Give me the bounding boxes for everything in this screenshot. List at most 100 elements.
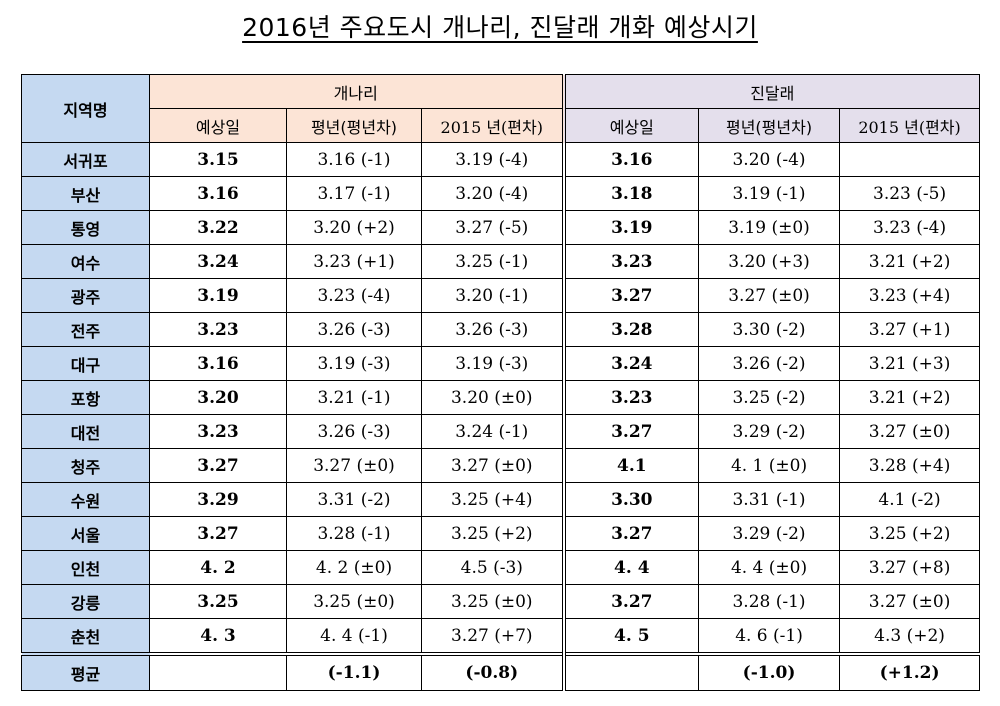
forsythia-normal-header: 평년(평년차) xyxy=(286,108,422,143)
forsythia-2015-cell: 3.24 (-1) xyxy=(420,414,565,449)
azalea-predicted-header: 예상일 xyxy=(561,108,700,143)
table-row: 광주 3.19 3.23 (-4) 3.20 (-1) 3.27 3.27 (±0) 3.2… xyxy=(21,278,981,313)
azalea-predicted-cell: 4. 5 xyxy=(561,618,700,655)
azalea-average-predicted xyxy=(561,652,700,691)
azalea-normal-cell: 4. 1 (±0) xyxy=(698,448,841,483)
forsythia-2015-cell: 3.20 (-4) xyxy=(420,176,565,211)
forsythia-normal-cell: 3.31 (-2) xyxy=(286,482,422,517)
page-title: 2016년 주요도시 개나리, 진달래 개화 예상시기 xyxy=(242,13,758,42)
forsythia-normal-cell: 3.27 (±0) xyxy=(286,448,422,483)
region-cell: 서울 xyxy=(21,516,150,551)
azalea-normal-cell: 3.20 (+3) xyxy=(698,244,841,279)
azalea-predicted-cell: 3.28 xyxy=(561,312,700,347)
forsythia-predicted-cell: 3.27 xyxy=(149,448,287,483)
azalea-header: 진달래 xyxy=(561,74,981,109)
azalea-predicted-cell: 3.30 xyxy=(561,482,700,517)
bloom-forecast-table: 지역명 개나리 진달래 예상일 평년(평년차) 2015 년(편차) 예상일 평… xyxy=(21,74,981,691)
forsythia-normal-cell: 3.26 (-3) xyxy=(286,312,422,347)
azalea-predicted-cell: 3.27 xyxy=(561,278,700,313)
forsythia-2015-header: 2015 년(편차) xyxy=(420,108,565,143)
forsythia-normal-cell: 3.17 (-1) xyxy=(286,176,422,211)
forsythia-predicted-cell: 3.16 xyxy=(149,176,287,211)
forsythia-predicted-cell: 3.19 xyxy=(149,278,287,313)
azalea-2015-cell: 3.23 (-5) xyxy=(839,176,981,211)
azalea-2015-cell: 3.27 (+8) xyxy=(839,550,981,585)
azalea-2015-cell: 3.27 (±0) xyxy=(839,414,981,449)
azalea-predicted-cell: 4. 4 xyxy=(561,550,700,585)
azalea-normal-cell: 4. 4 (±0) xyxy=(698,550,841,585)
region-cell: 대구 xyxy=(21,346,150,381)
azalea-normal-cell: 3.20 (-4) xyxy=(698,142,841,177)
forsythia-normal-cell: 3.20 (+2) xyxy=(286,210,422,245)
table-row: 수원 3.29 3.31 (-2) 3.25 (+4) 3.30 3.31 (-1) 4.1… xyxy=(21,482,981,517)
azalea-predicted-cell: 3.27 xyxy=(561,584,700,619)
forsythia-predicted-cell: 3.16 xyxy=(149,346,287,381)
azalea-2015-cell: 3.21 (+2) xyxy=(839,380,981,415)
forsythia-2015-cell: 3.20 (-1) xyxy=(420,278,565,313)
azalea-2015-cell xyxy=(839,142,981,177)
azalea-2015-cell: 3.23 (-4) xyxy=(839,210,981,245)
forsythia-predicted-cell: 3.23 xyxy=(149,312,287,347)
azalea-normal-cell: 3.27 (±0) xyxy=(698,278,841,313)
azalea-2015-cell: 3.21 (+2) xyxy=(839,244,981,279)
average-label: 평균 xyxy=(21,652,150,691)
region-cell: 부산 xyxy=(21,176,150,211)
forsythia-normal-cell: 3.16 (-1) xyxy=(286,142,422,177)
region-cell: 대전 xyxy=(21,414,150,449)
forsythia-2015-cell: 3.25 (+2) xyxy=(420,516,565,551)
azalea-normal-cell: 3.29 (-2) xyxy=(698,414,841,449)
forsythia-2015-cell: 3.25 (+4) xyxy=(420,482,565,517)
forsythia-2015-cell: 3.25 (-1) xyxy=(420,244,565,279)
average-row: 평균 (-1.1) (-0.8) (-1.0) (+1.2) xyxy=(21,652,981,691)
table-row: 대구 3.16 3.19 (-3) 3.19 (-3) 3.24 3.26 (-2) 3.2… xyxy=(21,346,981,381)
forsythia-2015-cell: 3.25 (±0) xyxy=(420,584,565,619)
azalea-normal-cell: 3.30 (-2) xyxy=(698,312,841,347)
table-row: 대전 3.23 3.26 (-3) 3.24 (-1) 3.27 3.29 (-2) 3.2… xyxy=(21,414,981,449)
forsythia-normal-cell: 3.26 (-3) xyxy=(286,414,422,449)
forsythia-2015-cell: 3.26 (-3) xyxy=(420,312,565,347)
table-row: 통영 3.22 3.20 (+2) 3.27 (-5) 3.19 3.19 (±0) 3.2… xyxy=(21,210,981,245)
forsythia-predicted-cell: 3.24 xyxy=(149,244,287,279)
forsythia-predicted-cell: 3.15 xyxy=(149,142,287,177)
forsythia-predicted-cell: 4. 2 xyxy=(149,550,287,585)
azalea-predicted-cell: 3.23 xyxy=(561,380,700,415)
table-row: 청주 3.27 3.27 (±0) 3.27 (±0) 4.1 4. 1 (±0) 3.28… xyxy=(21,448,981,483)
forsythia-normal-cell: 4. 4 (-1) xyxy=(286,618,422,655)
forsythia-average-predicted xyxy=(149,652,287,691)
forsythia-normal-cell: 3.28 (-1) xyxy=(286,516,422,551)
forsythia-normal-cell: 3.21 (-1) xyxy=(286,380,422,415)
region-cell: 청주 xyxy=(21,448,150,483)
region-cell: 전주 xyxy=(21,312,150,347)
region-cell: 춘천 xyxy=(21,618,150,655)
azalea-normal-header: 평년(평년차) xyxy=(698,108,841,143)
region-cell: 포항 xyxy=(21,380,150,415)
azalea-normal-cell: 3.26 (-2) xyxy=(698,346,841,381)
azalea-predicted-cell: 3.27 xyxy=(561,414,700,449)
table-row: 전주 3.23 3.26 (-3) 3.26 (-3) 3.28 3.30 (-2) 3.2… xyxy=(21,312,981,347)
azalea-average-2015: (+1.2) xyxy=(839,652,981,691)
azalea-2015-header: 2015 년(편차) xyxy=(839,108,981,143)
azalea-2015-cell: 3.25 (+2) xyxy=(839,516,981,551)
forsythia-predicted-cell: 3.20 xyxy=(149,380,287,415)
azalea-normal-cell: 3.25 (-2) xyxy=(698,380,841,415)
forsythia-predicted-cell: 3.22 xyxy=(149,210,287,245)
forsythia-predicted-cell: 4. 3 xyxy=(149,618,287,655)
forsythia-predicted-cell: 3.27 xyxy=(149,516,287,551)
forsythia-normal-cell: 3.19 (-3) xyxy=(286,346,422,381)
azalea-predicted-cell: 3.24 xyxy=(561,346,700,381)
forsythia-normal-cell: 3.23 (-4) xyxy=(286,278,422,313)
region-header: 지역명 xyxy=(21,74,150,143)
table-row: 인천 4. 2 4. 2 (±0) 4.5 (-3) 4. 4 4. 4 (±0) 3.27… xyxy=(21,550,981,585)
region-cell: 강릉 xyxy=(21,584,150,619)
azalea-2015-cell: 3.27 (+1) xyxy=(839,312,981,347)
azalea-2015-cell: 3.21 (+3) xyxy=(839,346,981,381)
azalea-2015-cell: 3.27 (±0) xyxy=(839,584,981,619)
forsythia-2015-cell: 3.19 (-3) xyxy=(420,346,565,381)
forsythia-normal-cell: 4. 2 (±0) xyxy=(286,550,422,585)
azalea-predicted-cell: 3.27 xyxy=(561,516,700,551)
forsythia-header: 개나리 xyxy=(148,74,565,109)
forsythia-predicted-cell: 3.25 xyxy=(149,584,287,619)
table-row: 서울 3.27 3.28 (-1) 3.25 (+2) 3.27 3.29 (-2) 3.2… xyxy=(21,516,981,551)
forsythia-2015-cell: 4.5 (-3) xyxy=(420,550,565,585)
forsythia-2015-cell: 3.19 (-4) xyxy=(420,142,565,177)
